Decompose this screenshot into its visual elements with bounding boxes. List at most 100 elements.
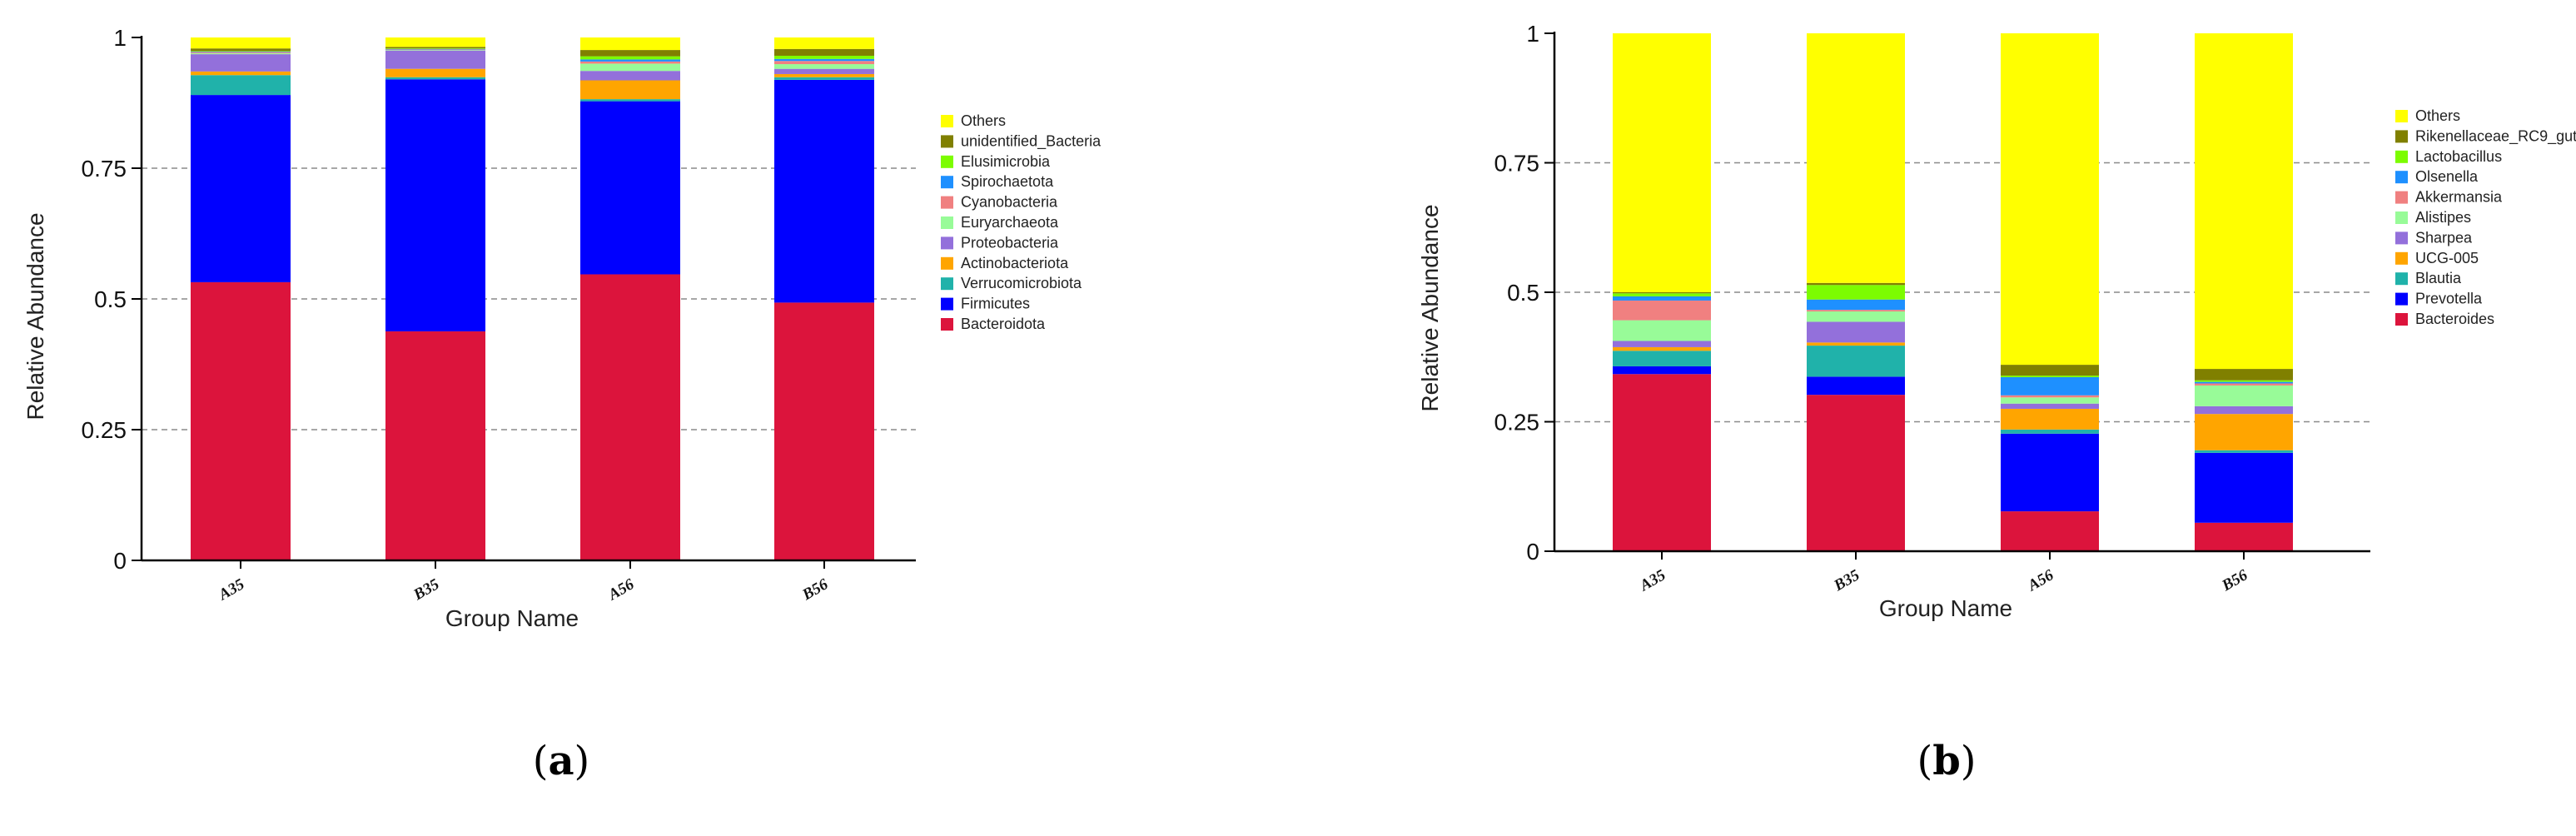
bar-segment (2001, 397, 2099, 404)
bar-segment (191, 52, 291, 55)
legend-swatch (2395, 191, 2408, 204)
legend-item-label: Actinobacteriota (961, 255, 1069, 271)
bar-segment (774, 77, 874, 80)
legend-swatch (2395, 211, 2408, 224)
bar-segment (774, 64, 874, 69)
bar-segment (191, 281, 291, 560)
legend-swatch (941, 318, 953, 331)
legend-swatch (941, 277, 953, 291)
bar-segment (774, 302, 874, 560)
bar-stack-b35 (385, 37, 485, 560)
bar-segment (191, 48, 291, 52)
bar-segment (2001, 429, 2099, 434)
legend-item-label: Bacteroidota (961, 316, 1046, 332)
legend-swatch (941, 115, 953, 127)
legend-item-label: Sharpea (2415, 229, 2473, 246)
y-tick-label: 1 (113, 25, 127, 51)
bar-segment (1807, 282, 1905, 286)
legend-item-label: Prevotella (2415, 291, 2483, 307)
bar-segment (1613, 293, 1711, 296)
legend-swatch (941, 256, 953, 270)
legend-swatch (941, 216, 953, 229)
bar-segment (1807, 342, 1905, 346)
legend-swatch (2395, 110, 2408, 122)
legend-swatch (2395, 231, 2408, 245)
bar-segment (191, 54, 291, 72)
bar-stack-a56 (580, 37, 680, 560)
legend-item-label: UCG-005 (2415, 250, 2479, 266)
bar-segment (1807, 310, 1905, 312)
y-tick-label: 0.5 (1507, 280, 1539, 306)
bar-segment (385, 37, 485, 47)
bar-segment (1807, 376, 1905, 396)
bar-stack-b56 (774, 37, 874, 560)
bar-segment (580, 61, 680, 64)
x-axis-title: Group Name (445, 605, 579, 631)
bar-segment (191, 75, 291, 96)
legend-swatch (2395, 292, 2408, 306)
legend-swatch (941, 135, 953, 148)
bar-segment (1807, 33, 1905, 283)
y-tick-label: 0 (1526, 539, 1539, 565)
legend-swatch (2395, 150, 2408, 163)
bar-segment (580, 50, 680, 57)
panel-label-b: (b) (1917, 738, 1977, 784)
bar-segment (1807, 395, 1905, 551)
y-tick-label: 0 (113, 548, 127, 574)
legend-item-label: Rikenellaceae_RC9_gut_group (2415, 127, 2576, 145)
x-tick-label: A56 (2024, 566, 2056, 595)
bar-segment (385, 79, 485, 331)
bar-segment (385, 77, 485, 80)
bar-segment (2001, 433, 2099, 512)
y-tick-label: 0.25 (82, 417, 127, 443)
legend-item-label: Euryarchaeota (961, 214, 1059, 231)
y-tick-label: 0.75 (82, 156, 127, 182)
bar-segment (2195, 452, 2293, 523)
bar-segment (1613, 33, 1711, 292)
bar-segment (385, 47, 485, 49)
legend-item-label: Verrucomicrobiota (961, 275, 1082, 291)
bar-stack-a56 (2001, 33, 2099, 551)
bar-segment (1807, 285, 1905, 300)
bar-segment (2001, 365, 2099, 376)
bar-segment (774, 55, 874, 59)
bar-segment (580, 56, 680, 60)
bar-segment (774, 37, 874, 49)
bar-segment (2001, 377, 2099, 396)
bar-segment (2195, 381, 2293, 384)
bar-segment (580, 274, 680, 560)
bar-segment (2001, 408, 2099, 430)
bar-segment (2001, 33, 2099, 366)
x-tick-label: B35 (410, 575, 442, 605)
bar-segment (580, 99, 680, 102)
legend-item-label: Spirochaetota (961, 173, 1054, 190)
legend-item-label: unidentified_Bacteria (961, 132, 1102, 150)
legend-swatch (941, 155, 953, 168)
y-axis-title: Relative Abundance (1417, 204, 1443, 411)
bar-segment (2195, 33, 2293, 370)
bar-segment (1613, 366, 1711, 375)
bar-segment (2195, 414, 2293, 450)
bar-segment (191, 71, 291, 76)
stacked-bar-chart-a: 0 0.25 0.5 0.75 1 A35 B35 A56 B56 Group Name Relat… (22, 25, 1102, 631)
bar-segment (191, 37, 291, 49)
legend-swatch (941, 196, 953, 209)
bar-segment (774, 68, 874, 74)
x-tick-label: A35 (1636, 566, 1668, 595)
x-tick-label: A35 (215, 575, 247, 605)
x-tick-label: B56 (798, 575, 831, 605)
bar-stack-b35 (1807, 33, 1905, 551)
bar-segment (774, 79, 874, 303)
bar-segment (1613, 292, 1711, 294)
y-tick-label: 1 (1526, 21, 1539, 47)
bar-segment (2195, 450, 2293, 453)
bar-stack-b56 (2195, 33, 2293, 551)
bar-segment (580, 71, 680, 81)
x-tick-label: A56 (604, 575, 637, 605)
chart-panel-b: 0 0.25 0.5 0.75 1 A35 B35 A56 B56 Group Name Relat… (1288, 0, 2576, 836)
bar-segment (385, 50, 485, 51)
bar-segment (191, 52, 291, 53)
bar-segment (1807, 321, 1905, 343)
bar-segment (580, 80, 680, 100)
y-tick-label: 0.5 (94, 286, 127, 312)
